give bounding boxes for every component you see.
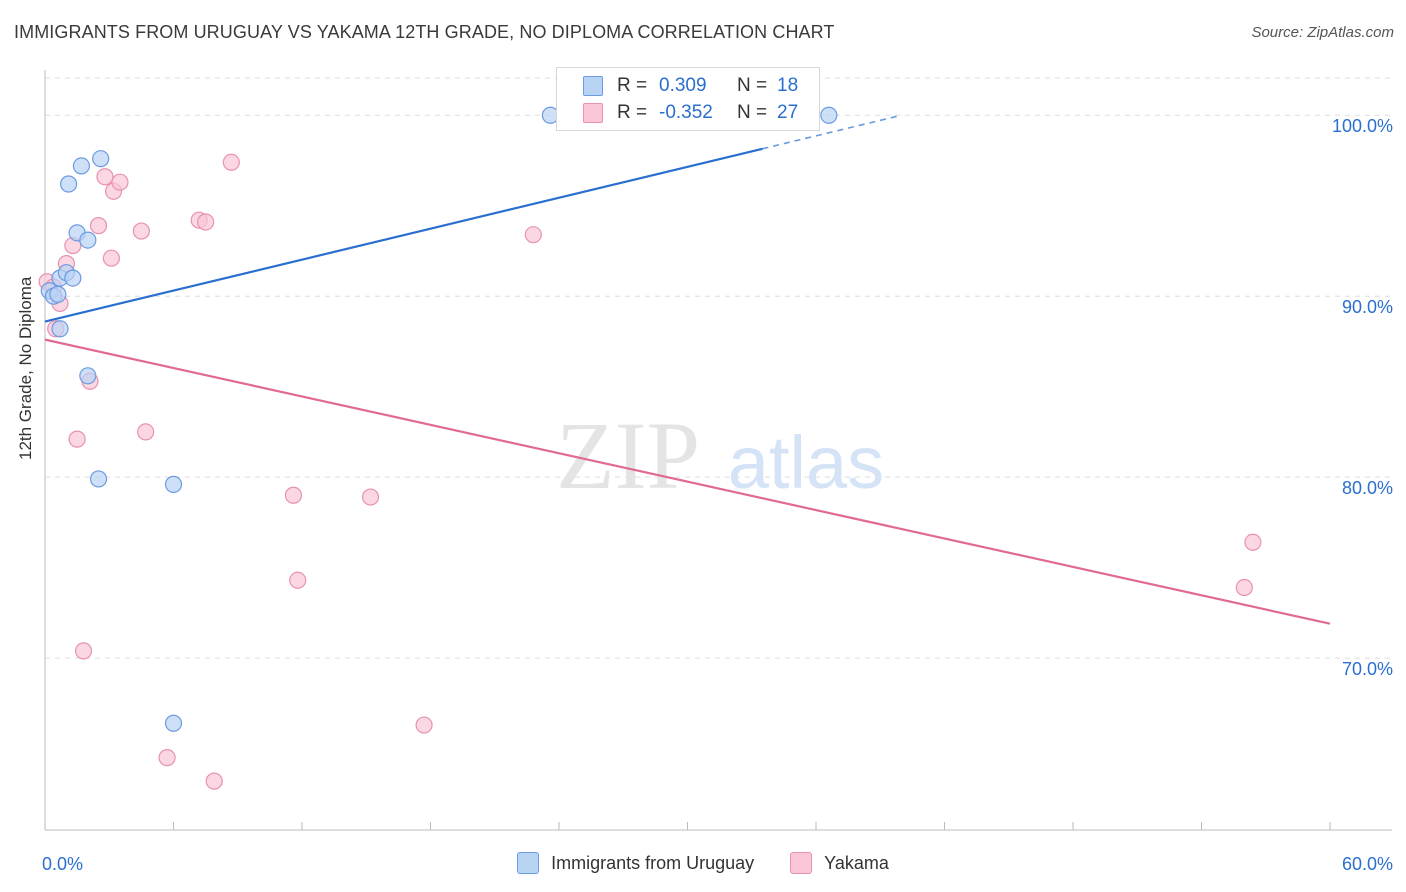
y-tick-label: 80.0% <box>1342 478 1393 498</box>
watermark-zip: ZIP <box>556 402 700 509</box>
point-uruguay <box>79 231 97 249</box>
point-yakama <box>96 168 114 186</box>
point-yakama <box>74 642 93 660</box>
point-yakama <box>284 486 303 504</box>
point-uruguay <box>64 269 82 287</box>
point-uruguay <box>49 285 67 303</box>
legend-r-value: -0.352 <box>659 102 713 123</box>
point-uruguay <box>820 106 838 124</box>
trend-line-uruguay-extension <box>762 114 902 150</box>
point-yakama <box>415 716 433 734</box>
point-yakama <box>524 226 542 244</box>
point-yakama <box>68 430 86 448</box>
tick-labels: 70.0% 80.0% 90.0% 100.0% 0.0% 60.0% <box>42 116 1393 874</box>
point-uruguay <box>51 320 69 338</box>
legend-swatch-yakama <box>583 103 603 123</box>
legend-r-label: R = <box>617 102 648 123</box>
legend-n-value: 18 <box>777 75 799 96</box>
point-yakama <box>89 217 108 235</box>
legend-r-label: R = <box>617 75 648 96</box>
series-legend-label: Immigrants from Uruguay <box>551 852 755 873</box>
axes <box>44 70 1392 831</box>
legend-row-yakama: R = -0.352 N = 27 <box>557 100 807 126</box>
trend-line-uruguay <box>44 147 763 323</box>
y-tick-label: 90.0% <box>1342 297 1393 317</box>
series-legend-uruguay: Immigrants from Uruguay <box>517 852 754 874</box>
trend-line-yakama <box>44 338 1331 625</box>
point-yakama <box>102 249 120 267</box>
point-yakama <box>222 153 240 171</box>
x-tick-label: 60.0% <box>1342 854 1393 874</box>
chart-title: IMMIGRANTS FROM URUGUAY VS YAKAMA 12TH G… <box>14 22 835 42</box>
series-swatch-yakama <box>790 852 813 874</box>
point-yakama <box>205 772 223 790</box>
point-uruguay <box>59 175 78 193</box>
y-axis-label: 12th Grade, No Diploma <box>16 276 35 460</box>
series-legend-label: Yakama <box>824 852 889 873</box>
point-uruguay <box>79 367 97 385</box>
legend-n-value: 27 <box>777 102 799 123</box>
legend-n-label: N = <box>737 75 768 96</box>
y-tick-label: 100.0% <box>1332 116 1393 136</box>
trend-lines <box>44 114 1331 625</box>
legend-swatch-uruguay <box>583 76 603 96</box>
point-uruguay <box>92 150 110 168</box>
grid-lines <box>45 77 1392 659</box>
point-uruguay <box>72 157 91 175</box>
point-yakama <box>1235 578 1253 597</box>
point-yakama <box>111 173 129 191</box>
point-yakama <box>289 571 307 589</box>
series-swatch-uruguay <box>517 852 540 874</box>
series-legend-yakama: Yakama <box>790 852 889 874</box>
watermark-atlas: atlas <box>728 421 884 504</box>
y-tick-label: 70.0% <box>1342 659 1393 679</box>
point-yakama <box>1244 533 1262 551</box>
legend-r-value: 0.309 <box>659 75 707 96</box>
correlation-legend: R = 0.309 N = 18 R = -0.352 N = 27 <box>556 67 820 131</box>
data-points <box>38 106 1262 790</box>
series-legend: Immigrants from Uruguay Yakama <box>0 852 1406 874</box>
point-uruguay <box>89 470 108 488</box>
point-yakama <box>197 213 215 231</box>
legend-row-uruguay: R = 0.309 N = 18 <box>557 73 807 99</box>
watermark: ZIP atlas <box>556 402 884 509</box>
point-uruguay <box>164 475 183 493</box>
point-yakama <box>132 222 150 240</box>
source-label: Source: ZipAtlas.com <box>1251 24 1394 41</box>
point-yakama <box>361 488 380 506</box>
x-tick-label: 0.0% <box>42 854 83 874</box>
point-yakama <box>137 423 155 441</box>
legend-n-label: N = <box>737 102 768 123</box>
point-yakama <box>158 749 176 767</box>
point-uruguay <box>164 714 183 732</box>
